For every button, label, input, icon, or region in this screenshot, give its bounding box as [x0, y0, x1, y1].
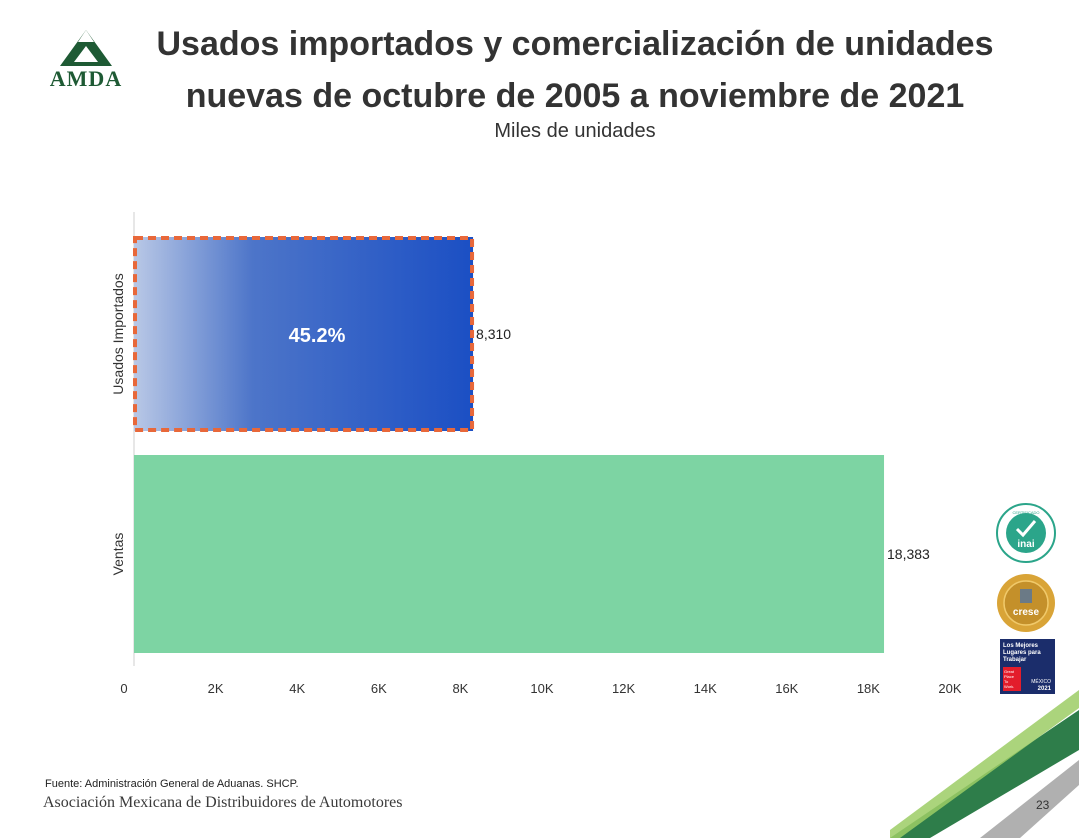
x-tick-label: 12K [612, 681, 635, 696]
gptw-line3: Trabajar [1003, 657, 1027, 663]
x-tick-label: 6K [371, 681, 387, 696]
gptw-small4: Work. [1004, 684, 1014, 689]
title-line-1: Usados importados y comercialización de … [156, 25, 994, 63]
x-tick-label: 4K [289, 681, 305, 696]
bar-value-label: 8,310 [476, 326, 511, 342]
inai-badge-ring: CERTIFICADO [1012, 510, 1039, 515]
gptw-small3: To [1004, 679, 1009, 684]
bar-percent-label: 45.2% [289, 325, 346, 347]
bar-value-label: 18,383 [887, 546, 930, 562]
category-label: Ventas [110, 533, 126, 576]
x-tick-label: 8K [452, 681, 468, 696]
gptw-year: 2021 [1038, 686, 1052, 692]
inai-badge-icon: inai CERTIFICADO [996, 503, 1056, 563]
footer-organization: Asociación Mexicana de Distribuidores de… [43, 794, 403, 811]
bar-highlight-border [133, 236, 475, 432]
x-tick-label: 10K [530, 681, 553, 696]
category-label: Usados Importados [110, 273, 126, 394]
chart-subtitle: Miles de unidades [494, 120, 656, 142]
bar-ventas [134, 455, 885, 653]
gptw-line2: Lugares para [1003, 650, 1041, 656]
x-tick-label: 0 [120, 681, 127, 696]
crese-badge-icon: crese [997, 574, 1055, 632]
inai-badge-text: inai [1017, 539, 1034, 550]
gptw-country: MÉXICO [1031, 678, 1051, 685]
x-tick-label: 20K [938, 681, 961, 696]
gptw-badge-icon: Los Mejores Lugares para Trabajar Great … [1000, 639, 1055, 694]
amda-logo-icon [60, 30, 112, 66]
x-tick-label: 16K [775, 681, 798, 696]
x-tick-label: 2K [208, 681, 224, 696]
gptw-small2: Place [1004, 674, 1015, 679]
x-tick-label: 18K [857, 681, 880, 696]
gptw-small1: Great [1004, 669, 1015, 674]
title-line-2: nuevas de octubre de 2005 a noviembre de… [185, 77, 965, 115]
gptw-line1: Los Mejores [1003, 643, 1039, 649]
bar-usados-importados [134, 237, 474, 431]
logo-text: AMDA [49, 66, 123, 91]
footer-source: Fuente: Administración General de Aduana… [45, 778, 299, 790]
crese-badge-text: crese [1013, 607, 1040, 618]
page-number: 23 [1036, 798, 1050, 812]
page-title: Usados importados y comercialización de … [140, 18, 1010, 122]
x-tick-label: 14K [694, 681, 717, 696]
corner-decoration [890, 690, 1079, 838]
